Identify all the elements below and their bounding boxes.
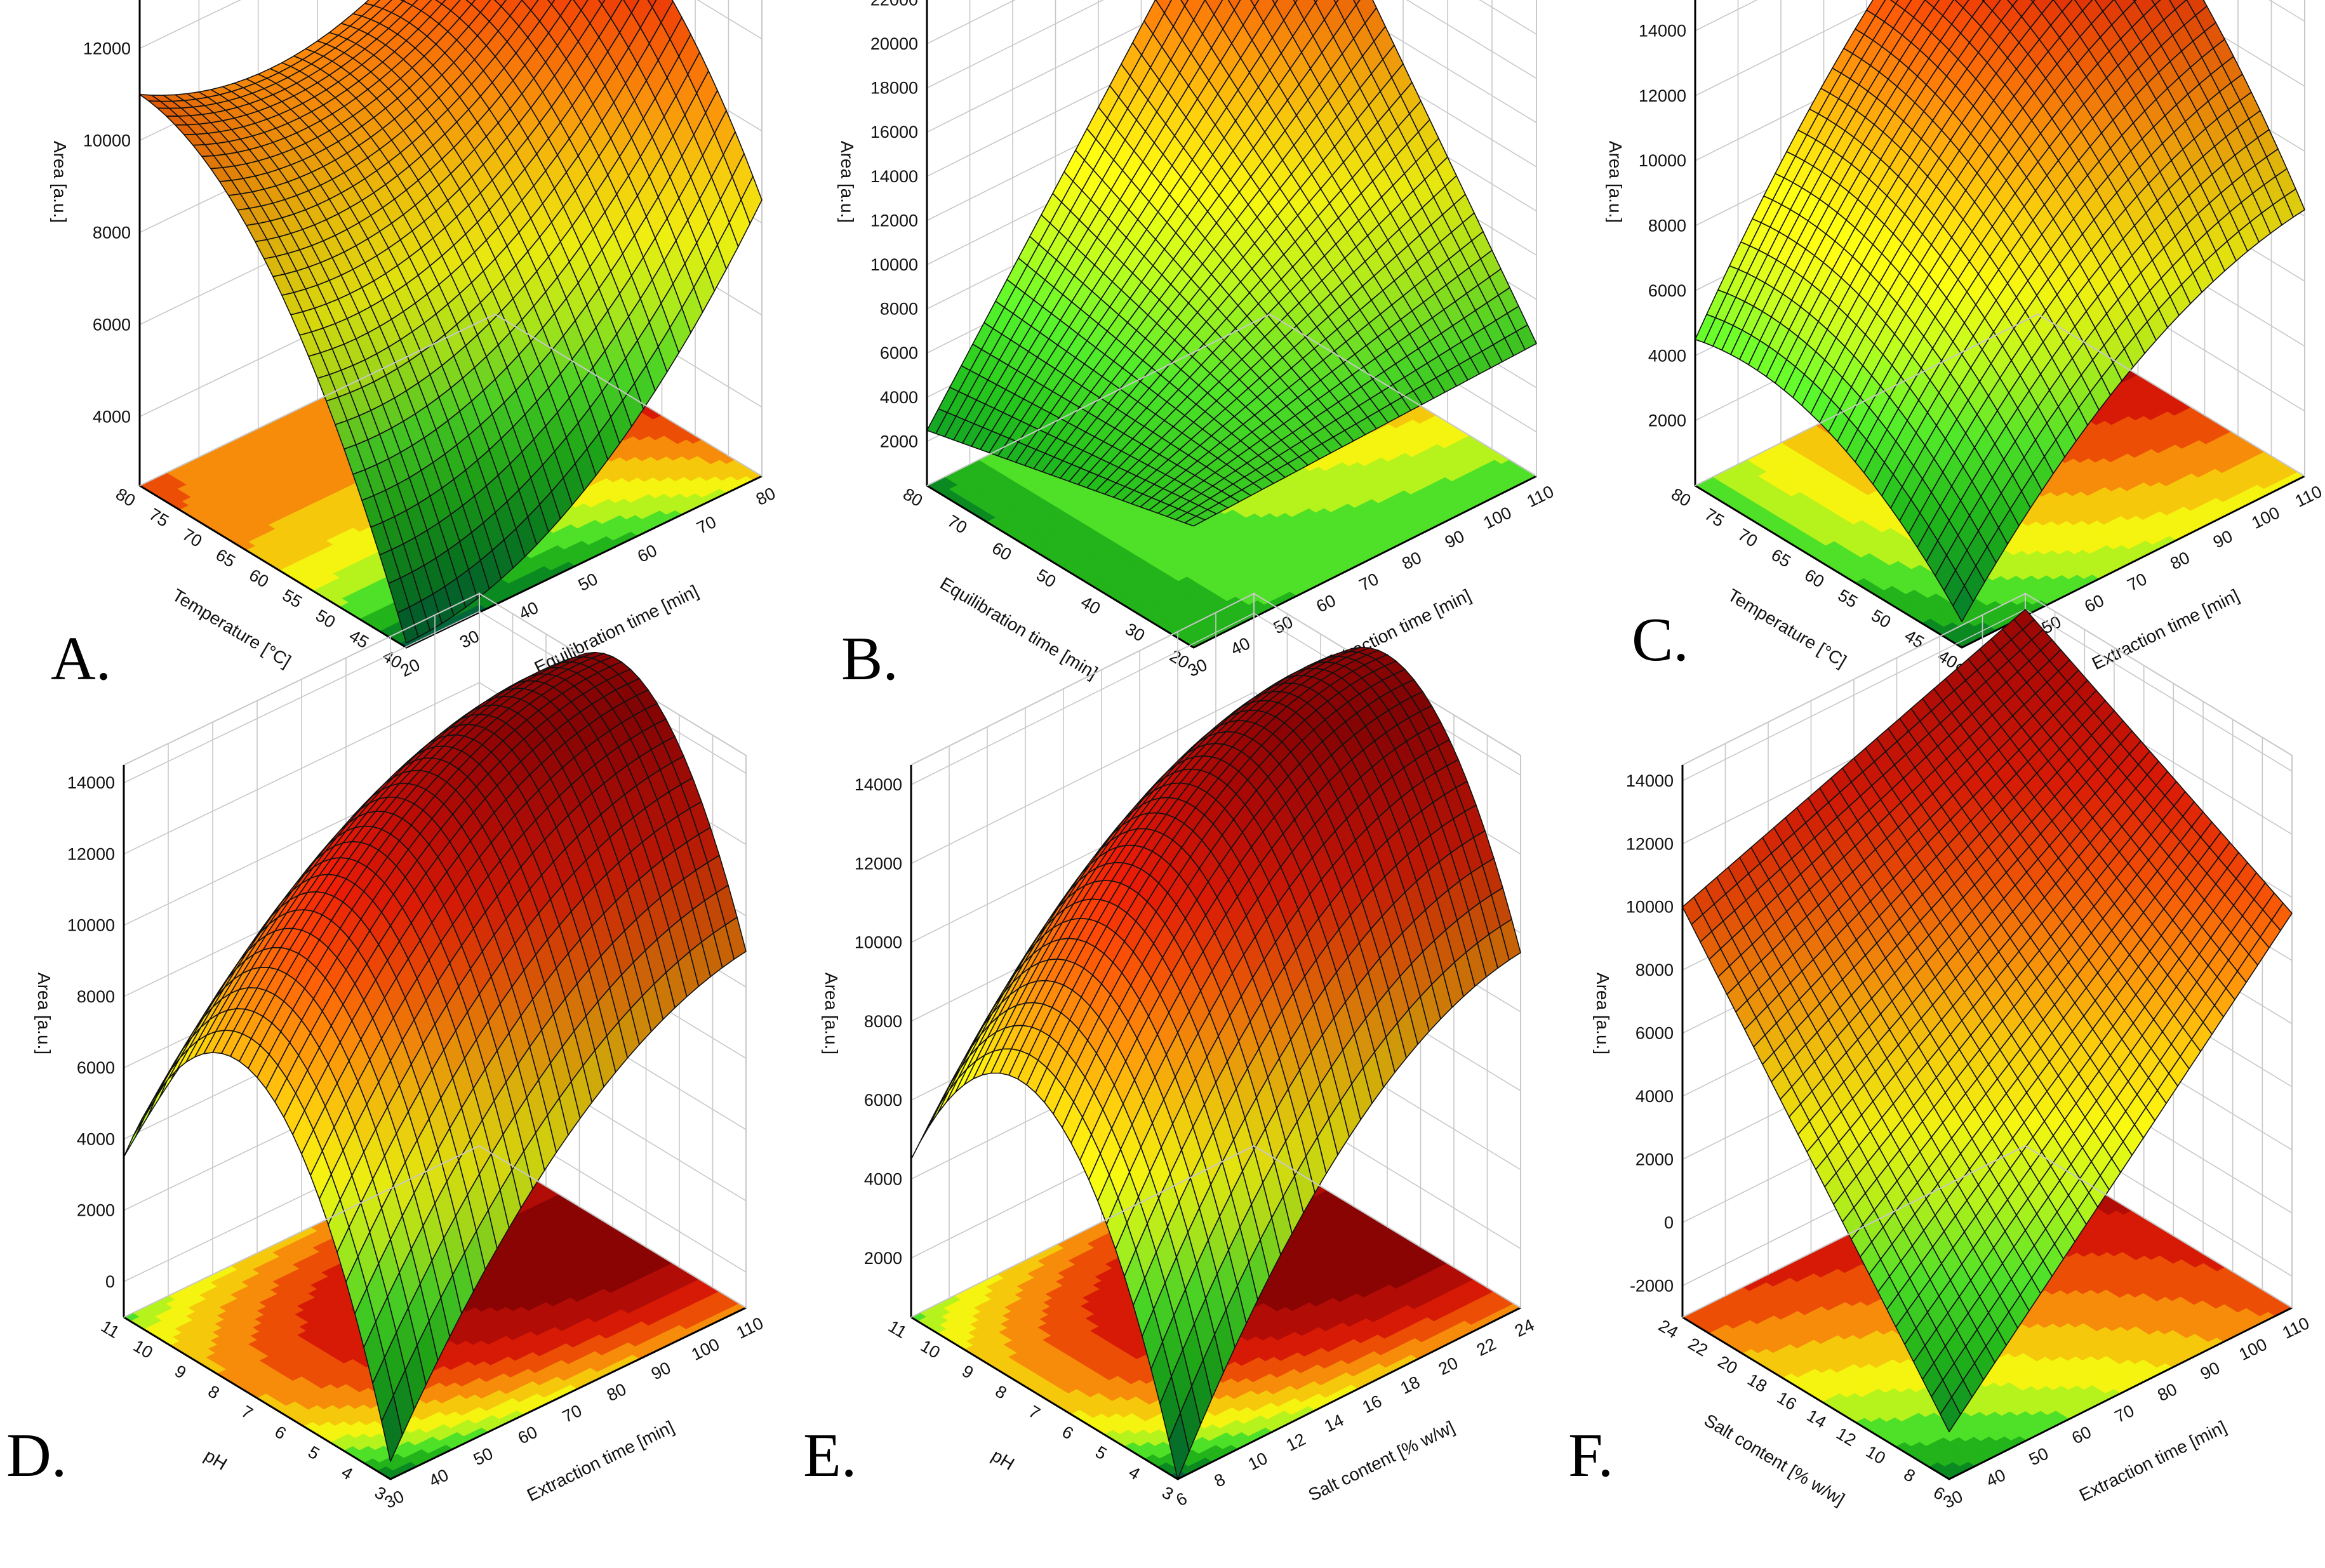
y-tick-label: 80 (112, 484, 138, 510)
y-tick-label: 75 (146, 505, 172, 531)
surface-plot-a: 2030405060708040455055606570758040006000… (50, 0, 778, 681)
y-tick-label: 60 (246, 565, 272, 591)
y-tick-label: 65 (213, 545, 239, 571)
x-tick-label: 80 (753, 484, 778, 509)
z-tick-label: 6000 (93, 315, 131, 334)
surface-plot-b: 3040506070809010011020304050607080200040… (837, 0, 1557, 683)
z-tick-label: 8000 (93, 223, 131, 242)
x-tick-label: 50 (575, 569, 601, 595)
response-surface (139, 0, 763, 644)
x-tick-label: 70 (694, 512, 719, 538)
x-tick-label: 60 (634, 541, 660, 566)
x-tick-label: 40 (516, 598, 542, 623)
z-tick-label: 10000 (83, 131, 131, 150)
y-tick-label: 55 (279, 585, 305, 611)
z-tick-label: 4000 (93, 407, 131, 426)
y-tick-label: 70 (179, 525, 205, 551)
y-axis-title: Temperature [°C] (169, 585, 295, 671)
y-tick-label: 50 (312, 606, 338, 632)
x-tick-label: 30 (456, 627, 482, 652)
z-axis-title: Area [a.u.] (50, 141, 70, 223)
y-tick-label: 45 (346, 626, 372, 652)
z-tick-label: 12000 (83, 39, 131, 58)
